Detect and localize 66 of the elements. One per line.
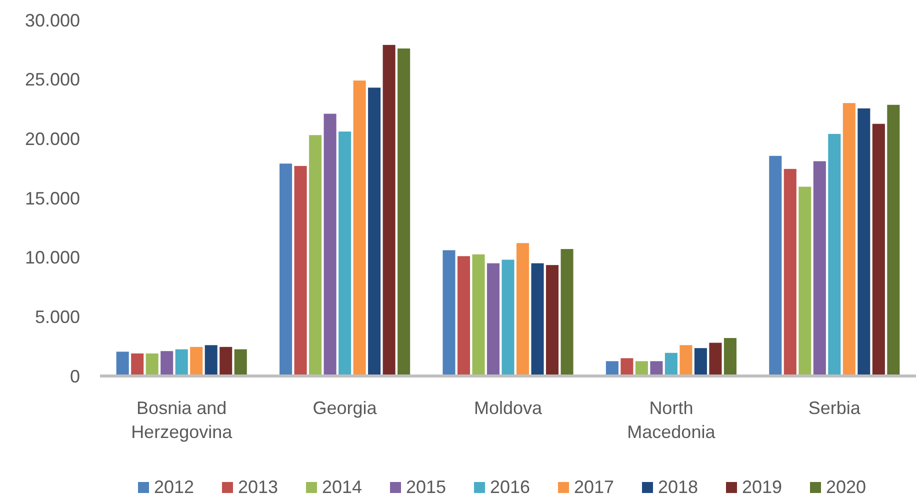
legend-label: 2012 — [154, 477, 194, 497]
bar — [798, 186, 812, 376]
bar — [694, 348, 707, 376]
bar — [680, 345, 692, 376]
legend-label: 2014 — [322, 477, 362, 497]
bar — [606, 361, 618, 376]
bar — [338, 132, 352, 376]
bar — [784, 168, 796, 376]
bar — [635, 361, 648, 376]
legend-label: 2016 — [490, 477, 530, 497]
legend-label: 2013 — [238, 477, 278, 497]
bar — [116, 352, 129, 376]
bar — [220, 346, 232, 376]
legend-label: 2017 — [574, 477, 614, 497]
bar — [382, 44, 396, 376]
bar — [294, 166, 307, 376]
bar — [531, 263, 544, 376]
bar — [813, 161, 826, 376]
bar — [309, 135, 322, 376]
bar — [516, 243, 530, 376]
bar — [842, 103, 856, 376]
y-tick-label: 5.000 — [34, 306, 80, 327]
y-tick-label: 25.000 — [24, 70, 80, 90]
x-tick-label: Bosnia and Herzegovina — [131, 398, 234, 442]
bar — [442, 250, 456, 376]
bar — [502, 260, 514, 376]
bar — [398, 48, 410, 376]
bar — [131, 353, 144, 376]
x-tick-label: Georgia — [312, 398, 378, 418]
bar — [146, 353, 158, 376]
x-tick-label: North Macedonia — [627, 398, 716, 442]
bar — [724, 338, 736, 376]
bar — [457, 256, 470, 376]
bar — [368, 88, 381, 376]
x-tick-label: Moldova — [474, 398, 543, 418]
bar — [190, 346, 203, 376]
bar — [858, 108, 870, 376]
bar — [664, 352, 678, 376]
bar — [175, 349, 188, 376]
bar — [620, 358, 634, 376]
bar — [280, 164, 292, 376]
bar — [560, 249, 574, 376]
bar — [486, 263, 500, 376]
bar — [234, 349, 247, 376]
bar — [472, 254, 485, 376]
y-tick-label: 10.000 — [24, 248, 80, 268]
bar — [872, 124, 885, 376]
y-tick-label: 20.000 — [24, 128, 80, 149]
y-tick-label: 0 — [70, 366, 80, 386]
bar — [887, 104, 900, 376]
bar — [204, 345, 218, 376]
x-tick-label: Serbia — [808, 398, 862, 418]
bar — [160, 351, 174, 376]
y-tick-label: 15.000 — [24, 188, 80, 208]
legend-label: 2020 — [826, 477, 866, 497]
bar — [709, 342, 722, 376]
bar — [324, 114, 336, 376]
bar — [650, 361, 663, 376]
bar — [353, 80, 366, 376]
bar — [828, 134, 841, 376]
legend-label: 2018 — [658, 477, 698, 497]
legend-label: 2019 — [742, 477, 782, 497]
y-tick-label: 30.000 — [24, 10, 80, 30]
bar — [769, 156, 782, 376]
bar — [546, 265, 559, 376]
legend-label: 2015 — [406, 477, 446, 497]
